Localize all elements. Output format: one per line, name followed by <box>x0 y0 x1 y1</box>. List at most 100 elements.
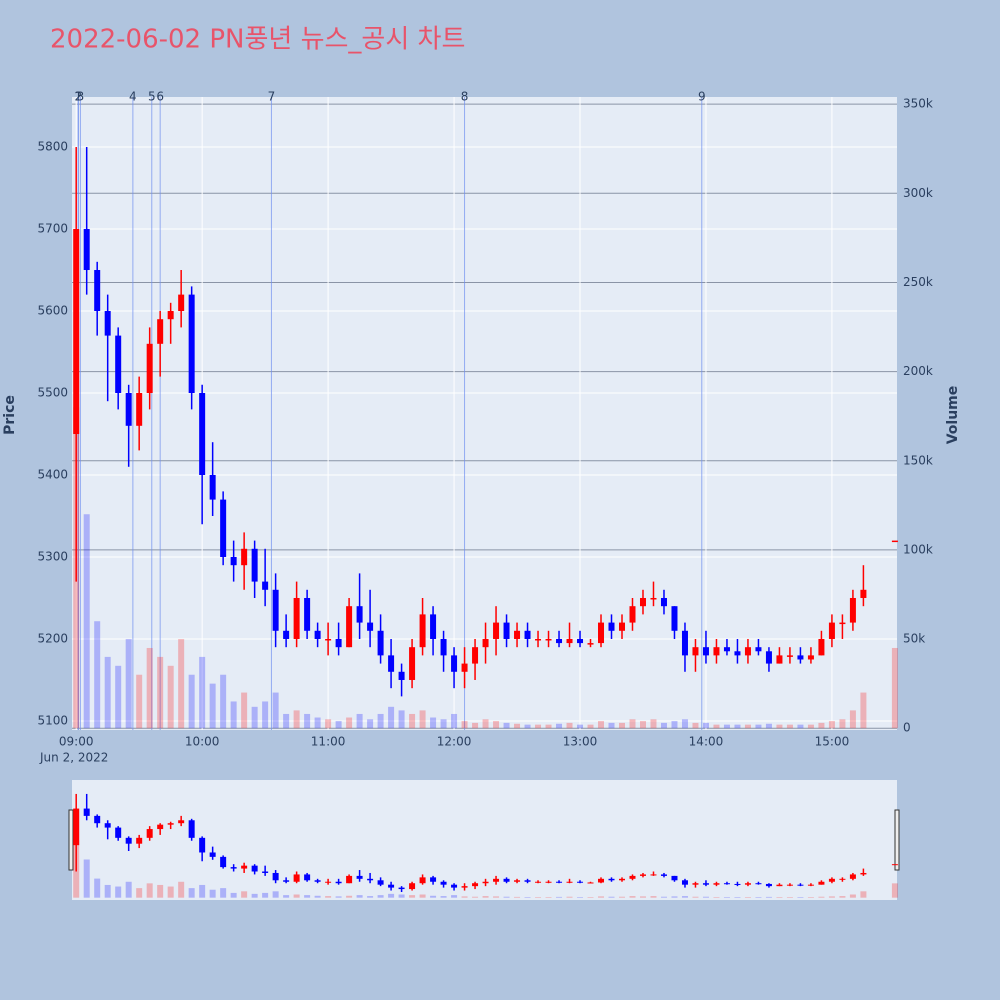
news-label: 7 <box>268 90 276 104</box>
slider-candle-body <box>849 874 856 879</box>
candle-body <box>776 655 783 664</box>
plot-area <box>72 97 897 730</box>
news-label: 1 <box>74 90 82 104</box>
range-slider[interactable] <box>72 780 897 900</box>
volume-bar <box>199 656 206 729</box>
volume-bar <box>251 706 258 729</box>
x-tick-label: 11:00 <box>311 735 346 749</box>
y2-tick-label: 50k <box>903 632 925 646</box>
slider-volume-bar <box>283 895 290 898</box>
volume-bar <box>220 674 227 729</box>
slider-candle-body <box>272 872 279 881</box>
slider-candle-body <box>891 864 898 866</box>
slider-candle-body <box>199 837 206 853</box>
slider-candle-body <box>566 881 573 883</box>
slider-candle-body <box>178 820 185 824</box>
candle-body <box>409 647 416 680</box>
slider-volume-bar <box>356 895 363 898</box>
slider-volume-bar <box>430 895 437 898</box>
slider-candle-body <box>472 883 479 887</box>
slider-volume-bar <box>199 884 206 898</box>
volume-bar <box>188 674 195 729</box>
slider-volume-bar <box>692 896 699 898</box>
volume-bar <box>702 722 709 729</box>
candle-body <box>314 630 321 639</box>
slider-volume-bar <box>377 895 384 898</box>
candle-body <box>797 655 804 660</box>
slider-volume-bar <box>619 896 625 898</box>
candle-body <box>472 647 479 664</box>
slider-volume-bar <box>797 897 804 898</box>
candle-body <box>556 638 563 644</box>
candle-body <box>723 647 730 652</box>
volume-bar <box>818 722 825 729</box>
candle-body <box>598 622 605 644</box>
slider-candle-body <box>807 884 814 886</box>
volume-bar <box>419 710 426 729</box>
volume-bar <box>849 710 856 729</box>
candle-body <box>94 270 101 312</box>
slider-candle-body <box>104 823 111 828</box>
volume-bar <box>367 719 374 729</box>
slider-candle-body <box>671 875 678 881</box>
slider-candle-body <box>514 880 521 882</box>
slider-volume-bar <box>388 893 395 898</box>
slider-volume-bar <box>209 889 216 898</box>
candle-body <box>125 393 132 426</box>
slider-candle-body <box>283 880 290 882</box>
candle-body <box>671 606 678 631</box>
volume-bar <box>346 717 353 729</box>
news-label: 3 <box>77 90 85 104</box>
y-axis-title: Price <box>2 395 18 435</box>
slider-candle-body <box>702 883 709 885</box>
slider-volume-bar <box>178 881 185 898</box>
slider-candle-body <box>388 884 395 888</box>
volume-bar <box>765 723 772 729</box>
volume-bar <box>860 692 867 729</box>
slider-volume-bar <box>251 893 258 898</box>
candle-body <box>367 622 374 631</box>
news-label: 9 <box>698 90 706 104</box>
slider-volume-bar <box>860 891 867 898</box>
volume-bar <box>692 722 699 729</box>
slider-volume-bar <box>125 881 132 898</box>
candle-body <box>629 606 636 623</box>
candle-body <box>734 651 741 656</box>
volume-bar <box>409 713 416 729</box>
slider-volume-bar <box>524 897 531 898</box>
volume-bar <box>377 713 384 729</box>
slider-volume-bar <box>367 896 374 898</box>
slider-candle-body <box>765 883 772 887</box>
volume-bar <box>451 713 458 729</box>
candle-body <box>251 548 258 582</box>
slider-volume-bar <box>776 897 783 898</box>
slider-volume-bar <box>220 888 227 898</box>
volume-bar <box>587 724 594 729</box>
volume-bar <box>629 719 636 729</box>
candle-body <box>293 597 300 639</box>
slider-volume-bar <box>293 894 300 898</box>
slider-candle-body <box>723 883 730 885</box>
x-tick-label: 09:00 <box>59 735 94 749</box>
candle-body <box>178 294 185 312</box>
slider-handle[interactable] <box>894 809 900 871</box>
slider-volume-bar <box>556 896 563 898</box>
slider-candle-body <box>744 883 751 885</box>
slider-volume-bar <box>451 895 458 898</box>
slider-candle-body <box>325 881 332 883</box>
candle-body <box>461 663 468 672</box>
volume-bar <box>178 639 185 729</box>
slider-volume-bar <box>755 897 762 898</box>
candle-body <box>650 597 657 600</box>
volume-bar <box>650 719 657 729</box>
volume-bar <box>461 721 468 729</box>
slider-handle[interactable] <box>68 809 74 871</box>
slider-volume-bar <box>419 894 426 898</box>
volume-bar <box>535 724 542 729</box>
candle-body <box>608 622 615 631</box>
slider-candle-body <box>346 875 353 884</box>
slider-volume-bar <box>262 892 269 898</box>
candle-body <box>545 638 552 641</box>
slider-volume-bar <box>115 886 122 898</box>
slider-candle-body <box>482 881 489 884</box>
